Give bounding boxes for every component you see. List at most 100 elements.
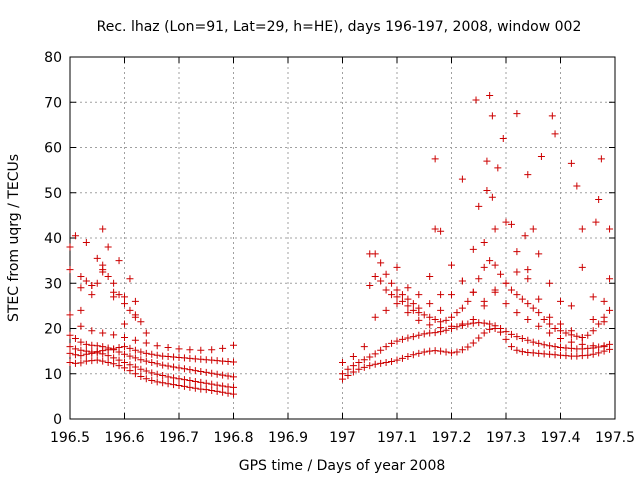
- data-point: [524, 315, 532, 323]
- data-point: [175, 364, 183, 372]
- data-point: [208, 369, 216, 377]
- data-point: [382, 306, 390, 314]
- data-point: [186, 377, 194, 385]
- data-point: [404, 309, 412, 317]
- data-point: [137, 372, 145, 380]
- data-point: [66, 243, 74, 251]
- data-point: [66, 349, 74, 357]
- data-point: [589, 315, 597, 323]
- data-point: [551, 130, 559, 138]
- data-point: [131, 297, 139, 305]
- data-point: [524, 336, 532, 344]
- data-point: [415, 331, 423, 339]
- data-point: [344, 372, 352, 380]
- x-tick-label: 196.5: [50, 430, 90, 446]
- x-tick-label: 197: [329, 430, 356, 446]
- data-point: [464, 297, 472, 305]
- data-point: [469, 245, 477, 253]
- data-point: [502, 300, 510, 308]
- data-point: [589, 342, 597, 350]
- y-tick-label: 80: [44, 50, 62, 66]
- data-point: [448, 291, 455, 299]
- data-point: [153, 351, 161, 359]
- data-point: [431, 155, 439, 163]
- data-point: [480, 239, 488, 247]
- data-point: [153, 378, 161, 386]
- data-point: [404, 353, 412, 361]
- data-point: [208, 346, 216, 354]
- data-point: [458, 304, 466, 312]
- data-point: [548, 112, 556, 120]
- data-point: [513, 346, 521, 354]
- y-tick-label: 60: [44, 141, 62, 157]
- data-point: [186, 383, 194, 391]
- data-point: [121, 300, 128, 308]
- data-point: [219, 388, 227, 396]
- data-point: [507, 330, 515, 338]
- data-point: [437, 227, 445, 235]
- data-points: [66, 91, 614, 398]
- data-point: [180, 365, 188, 373]
- series-t7: [82, 239, 134, 283]
- data-point: [584, 351, 592, 359]
- data-point: [600, 318, 608, 326]
- x-tick-label: 197.3: [486, 430, 526, 446]
- data-point: [426, 313, 434, 321]
- data-point: [518, 295, 526, 303]
- data-point: [115, 257, 123, 265]
- data-point: [104, 358, 112, 366]
- data-point: [557, 327, 564, 335]
- data-point: [371, 360, 379, 368]
- data-point: [480, 319, 488, 327]
- data-point: [458, 320, 466, 328]
- data-point: [360, 343, 368, 351]
- data-point: [377, 259, 385, 267]
- data-point: [142, 357, 150, 365]
- data-point: [480, 329, 488, 337]
- data-point: [589, 327, 597, 335]
- data-point: [88, 282, 96, 290]
- data-point: [540, 341, 548, 349]
- data-point: [71, 334, 79, 342]
- data-point: [371, 272, 379, 280]
- data-point: [388, 339, 396, 347]
- data-point: [499, 134, 507, 142]
- data-point: [513, 309, 521, 317]
- data-point: [148, 369, 156, 377]
- data-point: [377, 359, 385, 367]
- data-point: [409, 351, 417, 359]
- data-point: [142, 329, 150, 337]
- y-tick-label: 70: [44, 95, 62, 111]
- data-point: [497, 325, 505, 332]
- data-point: [126, 275, 134, 283]
- data-point: [486, 320, 494, 328]
- data-point: [595, 196, 603, 204]
- data-point: [377, 346, 385, 354]
- data-point: [115, 356, 123, 364]
- data-point: [137, 356, 145, 364]
- data-point: [164, 373, 172, 381]
- data-point: [126, 367, 134, 375]
- series-t18: [431, 130, 614, 240]
- data-point: [442, 316, 450, 324]
- data-point: [77, 359, 85, 367]
- data-point: [131, 363, 139, 371]
- data-point: [442, 348, 450, 356]
- data-point: [529, 225, 537, 233]
- data-point: [606, 225, 614, 233]
- data-point: [349, 362, 357, 370]
- data-point: [197, 367, 205, 375]
- data-point: [497, 270, 505, 278]
- data-point: [529, 304, 537, 312]
- data-point: [480, 297, 488, 305]
- data-point: [349, 353, 357, 361]
- y-tick-label: 30: [44, 276, 62, 292]
- data-point: [142, 367, 150, 375]
- data-point: [382, 286, 390, 294]
- data-point: [524, 275, 532, 283]
- data-point: [475, 202, 483, 210]
- data-point: [518, 334, 526, 342]
- x-tick-label: 196.7: [159, 430, 199, 446]
- data-point: [567, 159, 575, 167]
